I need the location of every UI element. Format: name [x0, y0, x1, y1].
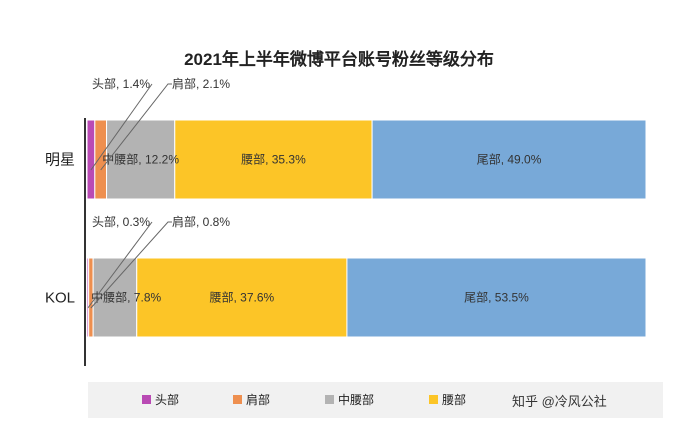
- data-label: 尾部, 53.5%: [464, 290, 529, 305]
- legend-swatch: [325, 395, 334, 404]
- legend-background: [88, 382, 663, 418]
- legend-label: 腰部: [442, 392, 466, 407]
- chart-title: 2021年上半年微博平台账号粉丝等级分布: [184, 49, 494, 69]
- legend-label: 中腰部: [338, 392, 374, 407]
- bar-segment: [174, 119, 373, 200]
- category-label: KOL: [45, 290, 75, 307]
- callout-line: [90, 221, 172, 309]
- legend: 头部 肩部 中腰部 腰部: [142, 392, 466, 407]
- bar-segment: [346, 257, 647, 338]
- callout-line: [90, 83, 153, 171]
- legend-swatch: [429, 395, 438, 404]
- plot-area: 明星 中腰部, 12.2% 腰部, 35.3% 尾部, 49.0% 头部, 1.4% 肩部…: [45, 76, 647, 338]
- data-label: 中腰部, 7.8%: [91, 290, 161, 305]
- data-label: 头部, 0.3%: [92, 214, 150, 229]
- watermark-text: 知乎 @冷风公社: [512, 394, 607, 409]
- data-label: 肩部, 0.8%: [172, 214, 230, 229]
- data-label: 腰部, 35.3%: [241, 152, 306, 167]
- bar-segment: [371, 119, 647, 200]
- callout-line: [87, 221, 153, 309]
- legend-swatch: [142, 395, 151, 404]
- legend-label: 肩部: [246, 392, 270, 407]
- data-label: 肩部, 2.1%: [172, 76, 230, 91]
- bar-segment: [86, 119, 96, 200]
- bar-segment: [136, 257, 348, 338]
- callout-line: [100, 83, 172, 171]
- category-label: 明星: [45, 152, 75, 169]
- data-label: 尾部, 49.0%: [477, 152, 542, 167]
- data-label: 腰部, 37.6%: [209, 290, 274, 305]
- data-label: 头部, 1.4%: [92, 76, 150, 91]
- data-label: 中腰部, 12.2%: [102, 152, 179, 167]
- legend-swatch: [233, 395, 242, 404]
- legend-label: 头部: [155, 392, 179, 407]
